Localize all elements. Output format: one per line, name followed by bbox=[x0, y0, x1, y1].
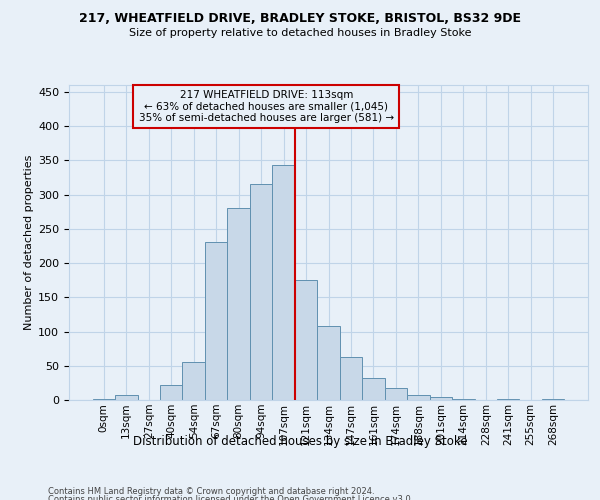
Bar bbox=[250, 184, 272, 400]
Bar bbox=[227, 208, 250, 400]
Bar bbox=[452, 398, 475, 400]
Bar bbox=[407, 395, 430, 400]
Bar bbox=[160, 385, 182, 400]
Text: Contains HM Land Registry data © Crown copyright and database right 2024.: Contains HM Land Registry data © Crown c… bbox=[48, 488, 374, 496]
Text: Distribution of detached houses by size in Bradley Stoke: Distribution of detached houses by size … bbox=[133, 435, 467, 448]
Bar bbox=[92, 398, 115, 400]
Text: 217 WHEATFIELD DRIVE: 113sqm
← 63% of detached houses are smaller (1,045)
35% of: 217 WHEATFIELD DRIVE: 113sqm ← 63% of de… bbox=[139, 90, 394, 123]
Bar bbox=[115, 395, 137, 400]
Bar bbox=[497, 398, 520, 400]
Bar bbox=[362, 378, 385, 400]
Bar bbox=[295, 280, 317, 400]
Bar bbox=[340, 357, 362, 400]
Bar bbox=[317, 326, 340, 400]
Bar bbox=[385, 388, 407, 400]
Bar bbox=[272, 165, 295, 400]
Text: Contains public sector information licensed under the Open Government Licence v3: Contains public sector information licen… bbox=[48, 495, 413, 500]
Text: Size of property relative to detached houses in Bradley Stoke: Size of property relative to detached ho… bbox=[129, 28, 471, 38]
Y-axis label: Number of detached properties: Number of detached properties bbox=[24, 155, 34, 330]
Text: 217, WHEATFIELD DRIVE, BRADLEY STOKE, BRISTOL, BS32 9DE: 217, WHEATFIELD DRIVE, BRADLEY STOKE, BR… bbox=[79, 12, 521, 26]
Bar bbox=[205, 242, 227, 400]
Bar bbox=[182, 362, 205, 400]
Bar bbox=[430, 398, 452, 400]
